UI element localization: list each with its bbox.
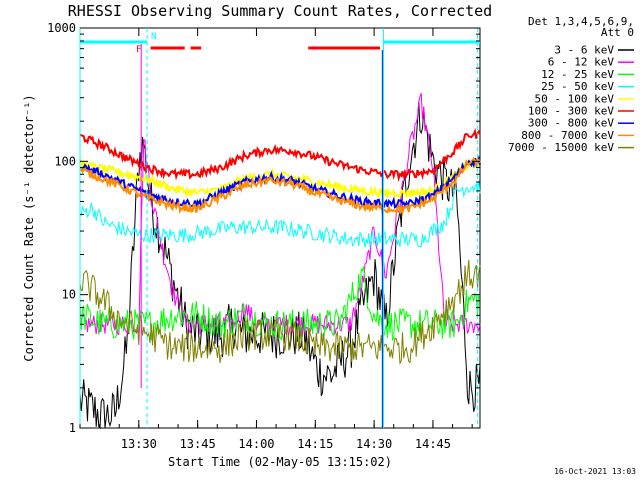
flag-label-n: N xyxy=(151,32,156,42)
series-group xyxy=(79,92,481,430)
chart-title: RHESSI Observing Summary Count Rates, Co… xyxy=(68,2,492,20)
series-line-3 xyxy=(79,180,481,248)
legend-label-8: 7000 - 15000 keV xyxy=(508,141,614,154)
ticks-group: 13:30 13:45 14:00 14:15 14:30 14:45 1 10 100 1000 xyxy=(47,21,480,451)
series-line-7 xyxy=(79,157,481,217)
x-tick-label-0: 13:30 xyxy=(121,437,157,451)
legend-label-7: 800 - 7000 keV xyxy=(521,129,614,142)
y-axis-label: Corrected Count Rate (s⁻¹ detector⁻¹) xyxy=(22,94,36,361)
timestamp: 16-Oct-2021 13:03 xyxy=(554,467,636,476)
plot-frame xyxy=(79,27,481,429)
legend-label-6: 300 - 800 keV xyxy=(528,117,614,130)
legend-label-3: 25 - 50 keV xyxy=(541,80,614,93)
x-tick-label-5: 14:45 xyxy=(415,437,451,451)
x-tick-label-2: 14:00 xyxy=(238,437,274,451)
x-axis-label: Start Time (02-May-05 13:15:02) xyxy=(168,455,392,469)
markers-group: NF xyxy=(79,28,480,428)
legend-label-5: 100 - 300 keV xyxy=(528,105,614,118)
legend-header-line-1: Det 1,3,4,5,6,9, xyxy=(528,15,634,28)
legend-label-1: 6 - 12 keV xyxy=(548,56,615,69)
series-line-8 xyxy=(79,259,481,366)
y-tick-label-2: 100 xyxy=(54,154,76,168)
legend-header-line-2: Att 0 xyxy=(601,26,634,39)
x-tick-label-4: 14:30 xyxy=(356,437,392,451)
legend-label-2: 12 - 25 keV xyxy=(541,68,614,81)
y-tick-label-3: 1000 xyxy=(47,21,76,35)
plot-area xyxy=(79,27,481,429)
legend-label-4: 50 - 100 keV xyxy=(535,92,615,105)
y-tick-label-0: 1 xyxy=(69,421,76,435)
x-tick-label-1: 13:45 xyxy=(180,437,216,451)
flag-label-f: F xyxy=(136,45,141,55)
series-line-2 xyxy=(79,266,481,341)
legend-label-0: 3 - 6 keV xyxy=(554,44,614,57)
y-tick-label-1: 10 xyxy=(62,288,76,302)
x-tick-label-3: 14:15 xyxy=(297,437,333,451)
